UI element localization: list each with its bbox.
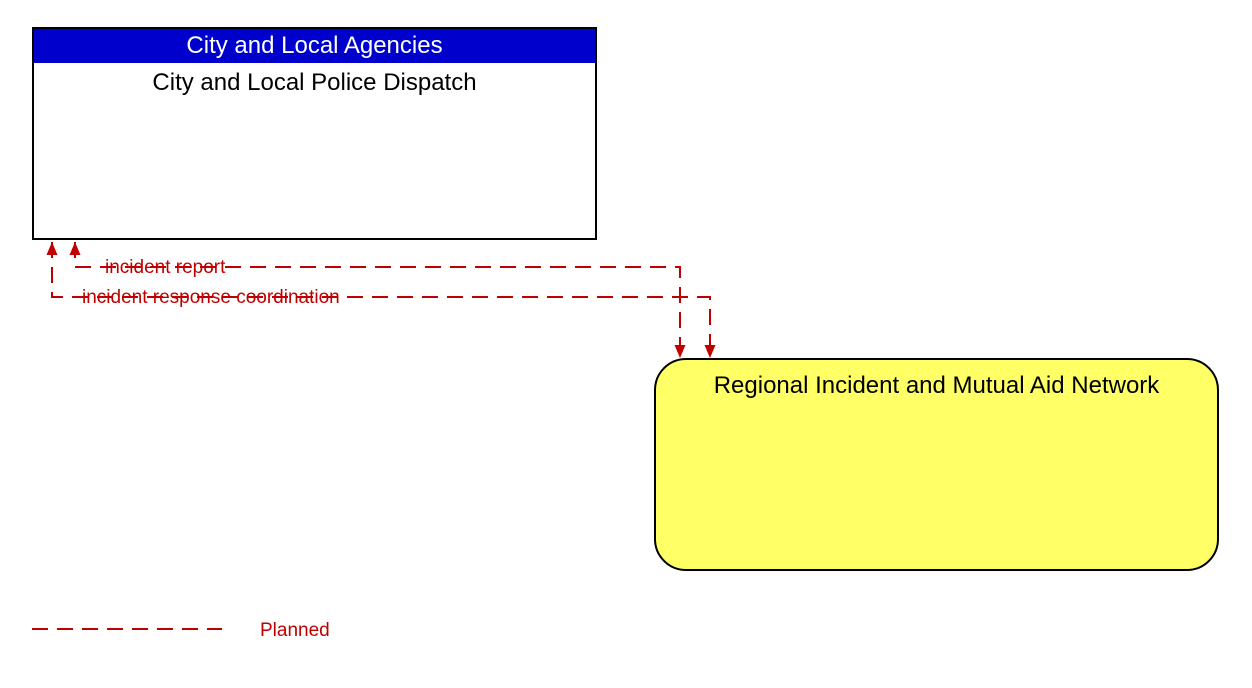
node-regional-network: Regional Incident and Mutual Aid Network	[654, 358, 1219, 571]
diagram-stage: City and Local Agencies City and Local P…	[0, 0, 1252, 688]
node-header: City and Local Agencies	[34, 29, 595, 63]
flow-label-incident-response-coordination: incident response coordination	[82, 287, 340, 309]
node-city-local-agencies: City and Local Agencies City and Local P…	[32, 27, 597, 240]
node-header-label: City and Local Agencies	[186, 32, 442, 60]
flow-label-incident-report: incident report	[105, 257, 225, 279]
node-body-label: City and Local Police Dispatch	[34, 63, 595, 97]
legend-label: Planned	[260, 620, 330, 642]
node-label: Regional Incident and Mutual Aid Network	[714, 372, 1160, 400]
